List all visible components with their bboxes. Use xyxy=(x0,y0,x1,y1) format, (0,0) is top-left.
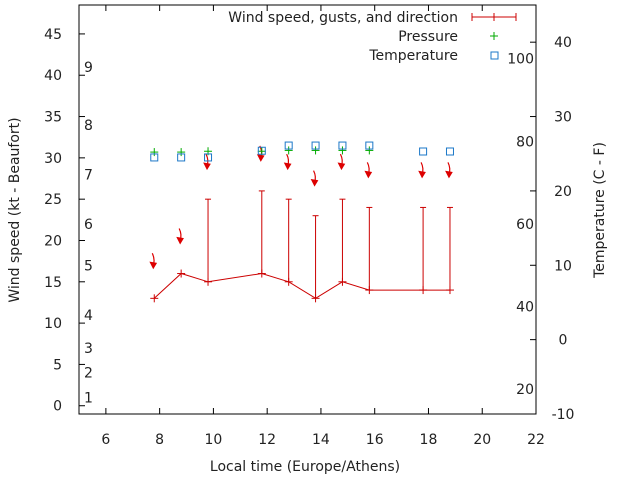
fahrenheit-label: 80 xyxy=(516,134,534,150)
beaufort-label: 7 xyxy=(84,167,93,183)
temperature-point xyxy=(365,141,374,150)
beaufort-label: 6 xyxy=(84,217,93,233)
y-left-tick-label: 25 xyxy=(44,192,62,208)
beaufort-label: 2 xyxy=(84,366,93,382)
wind-direction-arrowhead xyxy=(418,170,426,179)
y-left-tick-label: 45 xyxy=(44,27,62,43)
y-left-tick-label: 0 xyxy=(53,399,62,415)
legend-label-pressure: Pressure xyxy=(398,29,458,45)
x-tick-label: 12 xyxy=(258,432,276,448)
fahrenheit-label: 40 xyxy=(516,300,534,316)
y-left-tick-label: 30 xyxy=(44,151,62,167)
wind-direction-arrowhead xyxy=(203,162,211,171)
y-right-tick-label: 20 xyxy=(554,184,572,200)
data-marks-group xyxy=(149,141,454,303)
plot-frame-group xyxy=(78,4,537,415)
beaufort-label: 3 xyxy=(84,341,93,357)
x-tick-label: 14 xyxy=(312,432,330,448)
y-right-tick-label: 0 xyxy=(559,333,568,349)
axis-ticks-group: 6 8 10 12 14 16 18 20 22051015202530354045123456… xyxy=(44,5,574,448)
temperature-point xyxy=(419,147,428,156)
legend-label-temperature: Temperature xyxy=(368,48,458,64)
beaufort-label: 8 xyxy=(84,118,93,134)
y-left-tick-label: 5 xyxy=(53,357,62,373)
legend-label-wind: Wind speed, gusts, and direction xyxy=(228,10,458,26)
y-left-tick-label: 15 xyxy=(44,275,62,291)
legend: Wind speed, gusts, and direction Pressur… xyxy=(228,10,517,64)
wind-direction-arrowhead xyxy=(149,261,158,270)
x-tick-label: 20 xyxy=(473,432,491,448)
temperature-point xyxy=(257,146,266,155)
plot-frame xyxy=(78,4,537,415)
x-tick-label: 8 xyxy=(155,432,164,448)
y-left-tick-label: 40 xyxy=(44,68,62,84)
temperature-point xyxy=(445,147,454,156)
y-axis-label-right: Temperature (C - F) xyxy=(592,142,608,279)
fahrenheit-label: 100 xyxy=(507,52,534,68)
temperature-point xyxy=(338,141,347,150)
wind-direction-arrowhead xyxy=(256,154,265,162)
beaufort-label: 1 xyxy=(84,390,93,406)
wind-direction-arrowhead xyxy=(310,178,319,187)
legend-swatch-temperature xyxy=(490,51,499,60)
temperature-point xyxy=(311,141,320,150)
y-left-tick-label: 20 xyxy=(44,233,62,249)
y-right-tick-label: -10 xyxy=(552,407,575,423)
x-tick-label: 16 xyxy=(366,432,384,448)
x-tick-label: 6 xyxy=(101,432,110,448)
fahrenheit-label: 60 xyxy=(516,217,534,233)
x-tick-label: 10 xyxy=(204,432,222,448)
wind-direction-arrowhead xyxy=(337,162,346,171)
legend-swatch-pressure xyxy=(490,32,498,40)
y-left-tick-label: 35 xyxy=(44,110,62,126)
x-tick-label: 22 xyxy=(527,432,545,448)
wind-direction-arrowhead xyxy=(283,162,292,171)
y-right-tick-label: 40 xyxy=(554,35,572,51)
y-right-tick-label: 10 xyxy=(554,258,572,274)
wind-speed-line xyxy=(153,272,450,299)
temperature-point xyxy=(284,141,293,150)
fahrenheit-label: 20 xyxy=(516,382,534,398)
y-left-tick-label: 10 xyxy=(44,316,62,332)
wind-direction-arrowhead xyxy=(445,170,453,179)
x-axis-label: Local time (Europe/Athens) xyxy=(210,459,400,475)
temperature-point xyxy=(204,153,213,162)
wind-direction-arrowhead xyxy=(364,170,373,179)
y-right-tick-label: 30 xyxy=(554,110,572,126)
x-tick-label: 18 xyxy=(420,432,438,448)
y-axis-label-left: Wind speed (kt - Beaufort) xyxy=(7,117,23,302)
temperature-point xyxy=(177,153,186,162)
beaufort-label: 5 xyxy=(84,258,93,274)
beaufort-label: 9 xyxy=(84,60,93,76)
temperature-point xyxy=(150,153,159,162)
beaufort-label: 4 xyxy=(84,308,93,324)
wind-direction-arrowhead xyxy=(176,236,184,245)
